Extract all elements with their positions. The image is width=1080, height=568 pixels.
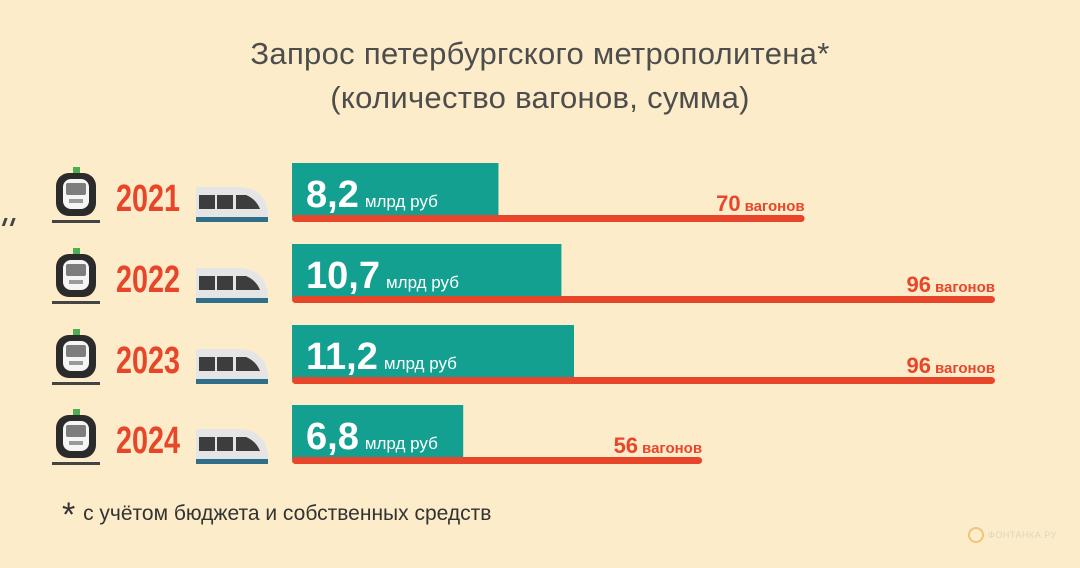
- amount-bar: [292, 325, 574, 379]
- chart-title-line-1: Запрос петербургского метрополитена*: [250, 36, 830, 71]
- amount-label: 10,7 млрд руб: [306, 255, 459, 297]
- wagons-bar: [292, 457, 703, 464]
- metro-train-front-icon: [52, 409, 100, 465]
- wagons-bar: [292, 215, 805, 222]
- year-label: 2024: [116, 420, 180, 462]
- publisher-logo: ФОНТАНКА.РУ: [968, 527, 1057, 543]
- amount-label: 8,2 млрд руб: [306, 174, 438, 216]
- wagons-label: 96 вагонов: [906, 353, 995, 378]
- amount-bar: [292, 163, 499, 217]
- amount-label: 11,2 млрд руб: [306, 336, 457, 378]
- footnote: * с учётом бюджета и собственных средств: [62, 496, 491, 535]
- chart-row: 2023 11,2 млрд руб 96 вагонов: [52, 325, 995, 385]
- footnote-asterisk: *: [62, 496, 76, 534]
- railway-car-side-icon: [196, 349, 268, 384]
- wagons-bar: [292, 296, 995, 303]
- chart-title: Запрос петербургского метрополитена* (ко…: [0, 32, 1080, 120]
- chart-row: 2022 10,7 млрд руб 96 вагонов: [52, 244, 995, 304]
- metro-train-front-icon: [52, 329, 100, 385]
- metro-train-front-icon: [52, 248, 100, 304]
- railway-car-side-icon: [196, 187, 268, 222]
- year-label: 2023: [116, 340, 180, 382]
- chart-row: 2024 6,8 млрд руб 56 вагонов: [52, 405, 703, 465]
- footnote-text: с учётом бюджета и собственных средств: [83, 502, 492, 525]
- year-label: 2022: [116, 259, 180, 301]
- year-label: 2021: [116, 178, 180, 220]
- railway-car-side-icon: [196, 429, 268, 464]
- metro-train-front-icon: [1, 167, 100, 226]
- wagons-label: 96 вагонов: [906, 272, 995, 297]
- wagons-label: 70 вагонов: [716, 191, 805, 216]
- amount-bar: [292, 244, 562, 298]
- amount-bar: [292, 405, 464, 459]
- chart-subtitle: (количество вагонов, сумма): [330, 80, 750, 115]
- railway-car-side-icon: [196, 268, 268, 303]
- chart-row: 2021 8,2 млрд руб 70 вагонов: [1, 163, 805, 226]
- logo-icon: [968, 527, 984, 543]
- amount-label: 6,8 млрд руб: [306, 416, 438, 458]
- logo-text: ФОНТАНКА.РУ: [988, 530, 1057, 540]
- wagons-bar: [292, 377, 995, 384]
- wagons-label: 56 вагонов: [614, 433, 703, 458]
